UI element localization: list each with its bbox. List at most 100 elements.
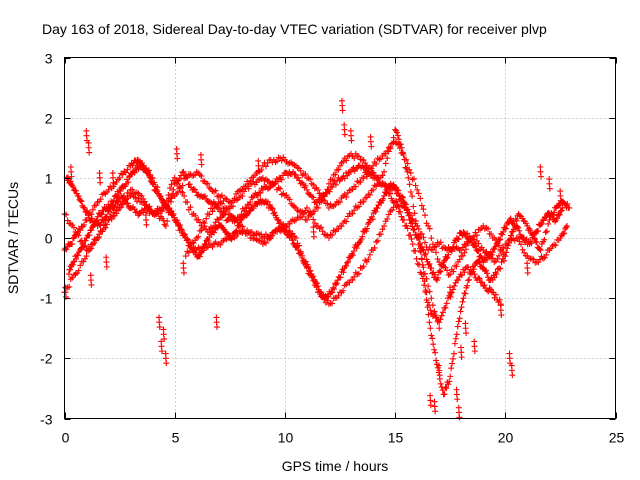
- data-point: [382, 160, 389, 167]
- data-point: [466, 234, 473, 241]
- data-point: [167, 207, 174, 214]
- data-point: [427, 307, 434, 314]
- data-point: [92, 202, 99, 209]
- data-point: [545, 220, 552, 227]
- data-point: [366, 191, 373, 198]
- data-point: [81, 204, 88, 211]
- data-point: [549, 212, 556, 219]
- data-point: [247, 199, 254, 206]
- data-point: [432, 312, 439, 319]
- data-point: [378, 200, 385, 207]
- data-point: [528, 240, 535, 247]
- data-point: [297, 214, 304, 221]
- data-point: [245, 185, 252, 192]
- data-point: [343, 194, 350, 201]
- data-point: [325, 293, 332, 300]
- data-point: [278, 157, 285, 164]
- data-point: [72, 187, 79, 194]
- data-point: [496, 237, 503, 244]
- data-point: [75, 267, 82, 274]
- data-point: [538, 173, 545, 180]
- data-point: [454, 396, 461, 403]
- data-point: [263, 240, 270, 247]
- data-point: [97, 211, 104, 218]
- data-point: [88, 281, 95, 288]
- data-point: [464, 282, 471, 289]
- data-point: [255, 157, 262, 164]
- data-point: [542, 229, 549, 236]
- data-point: [407, 169, 414, 176]
- data-point: [560, 230, 567, 237]
- data-point: [403, 222, 410, 229]
- data-point: [329, 183, 336, 190]
- data-point: [209, 243, 216, 250]
- data-point: [271, 209, 278, 216]
- data-point: [222, 211, 229, 218]
- data-point: [383, 189, 390, 196]
- data-point: [77, 262, 84, 269]
- data-point: [414, 260, 421, 267]
- data-point: [341, 121, 348, 128]
- data-point: [458, 354, 465, 361]
- data-point: [552, 242, 559, 249]
- data-point: [425, 261, 432, 268]
- data-point: [496, 252, 503, 259]
- data-point: [86, 232, 93, 239]
- data-point: [332, 181, 339, 188]
- data-point: [105, 186, 112, 193]
- data-point: [349, 252, 356, 259]
- data-point: [399, 194, 406, 201]
- data-point: [92, 218, 99, 225]
- data-point: [79, 240, 86, 247]
- data-point: [388, 140, 395, 147]
- data-point: [426, 302, 433, 309]
- data-point: [429, 241, 436, 248]
- data-point: [129, 186, 136, 193]
- data-point: [536, 246, 543, 253]
- data-point: [199, 247, 206, 254]
- data-point: [89, 240, 96, 247]
- data-point: [75, 232, 82, 239]
- data-point: [352, 183, 359, 190]
- data-point: [463, 330, 470, 337]
- data-point: [429, 335, 436, 342]
- data-point: [86, 245, 93, 252]
- data-point: [462, 290, 469, 297]
- data-point: [160, 326, 167, 333]
- data-point: [213, 314, 220, 321]
- data-point: [488, 231, 495, 238]
- data-point: [468, 239, 475, 246]
- data-point: [412, 182, 419, 189]
- data-point: [97, 179, 104, 186]
- data-point: [179, 189, 186, 196]
- x-tick-label: 10: [278, 430, 294, 446]
- data-point: [117, 198, 124, 205]
- data-point: [88, 226, 95, 233]
- data-point: [297, 167, 304, 174]
- data-point: [374, 237, 381, 244]
- data-point: [212, 200, 219, 207]
- data-point: [484, 256, 491, 263]
- data-point: [429, 270, 436, 277]
- data-point: [465, 277, 472, 284]
- data-point: [170, 210, 177, 217]
- data-point: [87, 272, 94, 279]
- data-point: [471, 271, 478, 278]
- data-point: [167, 198, 174, 205]
- data-point: [410, 227, 417, 234]
- data-point: [503, 249, 510, 256]
- data-point: [475, 258, 482, 265]
- data-point: [368, 173, 375, 180]
- data-point: [410, 203, 417, 210]
- data-point: [425, 283, 432, 290]
- chart-title: Day 163 of 2018, Sidereal Day-to-day VTE…: [42, 21, 547, 37]
- data-point: [420, 234, 427, 241]
- data-point: [314, 199, 321, 206]
- data-point: [338, 97, 345, 104]
- data-point: [297, 250, 304, 257]
- data-point: [419, 275, 426, 282]
- data-point: [476, 275, 483, 282]
- data-point: [62, 284, 69, 291]
- data-point: [454, 323, 461, 330]
- data-point: [202, 241, 209, 248]
